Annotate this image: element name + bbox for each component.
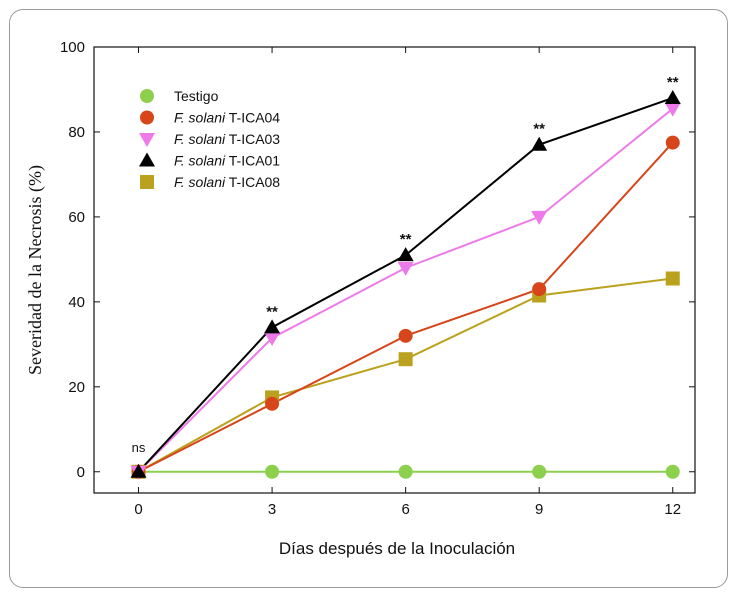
annotation-label: ** — [533, 121, 545, 138]
data-point-t-ica04 — [398, 328, 413, 343]
legend-label-t-ica01: F. solani T-ICA01 — [174, 153, 280, 169]
data-point-t-ica01 — [664, 89, 681, 104]
data-point-testigo — [398, 464, 413, 479]
data-point-t-ica03 — [264, 331, 281, 346]
plot-area — [93, 46, 696, 494]
y-axis-title: Severidad de la Necrosis (%) — [25, 165, 46, 375]
annotation-label: ** — [667, 74, 679, 91]
significance-annotations: ns ** ** ** ** — [132, 74, 679, 455]
x-tick-label: 6 — [401, 501, 409, 518]
legend-strain-code: T-ICA04 — [225, 110, 280, 126]
data-point-t-ica01 — [264, 319, 281, 334]
data-point-t-ica04 — [532, 282, 547, 297]
data-point-t-ica01 — [397, 247, 414, 262]
legend-species-italic: F. solani — [174, 131, 226, 147]
legend-marker-t-ica01 — [139, 152, 155, 167]
data-point-t-ica03 — [397, 261, 414, 276]
legend-species-italic: F. solani — [174, 110, 226, 126]
x-tick-label: 0 — [134, 501, 142, 518]
x-tick-label: 9 — [535, 501, 543, 518]
data-point-testigo — [532, 464, 547, 479]
legend-species-italic: F. solani — [174, 153, 226, 169]
legend-strain-code: T-ICA08 — [225, 174, 280, 190]
data-point-t-ica01 — [130, 463, 147, 478]
legend-label-t-ica08: F. solani T-ICA08 — [174, 174, 280, 190]
data-point-t-ica08 — [398, 352, 413, 367]
legend-marker-testigo — [140, 89, 154, 103]
annotation-label: ** — [400, 231, 412, 248]
data-point-testigo — [265, 464, 280, 479]
y-tick-label: 80 — [68, 124, 85, 141]
data-point-t-ica08 — [665, 271, 680, 286]
legend-marker-t-ica03 — [139, 133, 155, 147]
series-line-t-ica08 — [138, 277, 673, 473]
axis-ticks: 0 3 6 9 12 0 20 40 60 80 100 — [60, 39, 695, 518]
data-point-testigo — [665, 464, 680, 479]
y-tick-label: 100 — [60, 39, 85, 56]
y-tick-label: 60 — [68, 209, 85, 226]
y-tick-label: 0 — [77, 464, 85, 481]
annotation-label: ns — [132, 440, 146, 455]
legend-species-italic: F. solani — [174, 174, 226, 190]
x-axis-title: Días después de la Inoculación — [279, 539, 515, 558]
legend-label-testigo: Testigo — [174, 88, 219, 104]
figure-frame — [9, 9, 728, 588]
data-point-t-ica04 — [665, 135, 680, 150]
legend-label-t-ica04: F. solani T-ICA04 — [174, 110, 280, 126]
x-tick-label: 12 — [664, 501, 681, 518]
series-markers — [130, 89, 681, 480]
legend-label-t-ica03: F. solani T-ICA03 — [174, 131, 280, 147]
y-tick-label: 20 — [68, 379, 85, 396]
legend-strain-code: T-ICA01 — [225, 153, 280, 169]
annotation-label: ** — [266, 303, 278, 320]
legend-strain-code: T-ICA03 — [225, 131, 280, 147]
x-tick-label: 3 — [268, 501, 276, 518]
legend-text-plain: Testigo — [174, 88, 219, 104]
y-tick-label: 40 — [68, 294, 85, 311]
data-point-t-ica03 — [531, 210, 548, 225]
data-point-t-ica04 — [265, 396, 280, 411]
data-point-t-ica01 — [531, 136, 548, 151]
legend-marker-t-ica04 — [140, 110, 154, 125]
series-line-t-ica04 — [138, 141, 674, 473]
legend-marker-t-ica08 — [140, 175, 154, 189]
data-point-t-ica03 — [664, 102, 681, 117]
